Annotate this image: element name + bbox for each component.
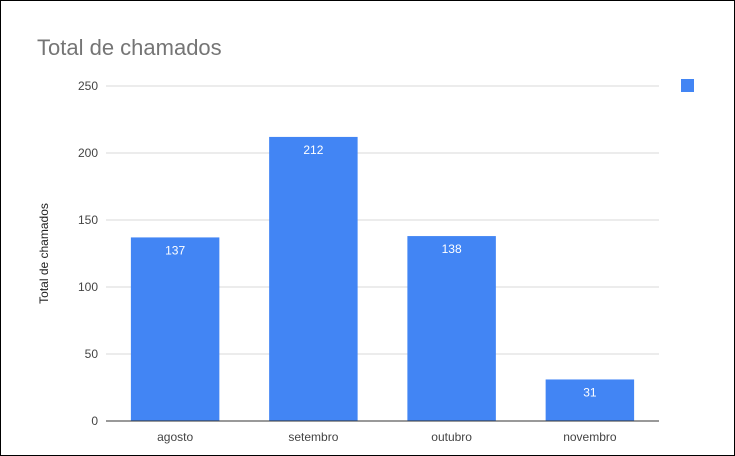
y-tick-label: 100 (78, 280, 98, 294)
x-tick-label: setembro (288, 430, 338, 444)
bars: 137 212 138 31 (130, 136, 635, 422)
bar-value-label: 137 (165, 243, 185, 257)
y-tick-label: 50 (85, 347, 99, 361)
bar-outubro (407, 236, 496, 421)
y-tick-label: 200 (78, 146, 98, 160)
x-axis-ticks: agosto setembro outubro novembro (157, 430, 617, 444)
bar-value-label: 138 (442, 242, 462, 256)
bar-value-label: 31 (583, 385, 597, 399)
bar-agosto (130, 237, 220, 421)
x-tick-label: novembro (563, 430, 617, 444)
chart-title: Total de chamados (37, 35, 222, 60)
y-tick-label: 250 (78, 79, 98, 93)
y-axis-title: Total de chamados (37, 203, 51, 304)
y-axis-ticks: 0 50 100 150 200 250 (78, 79, 98, 428)
bar-novembro (545, 379, 635, 421)
y-tick-label: 150 (78, 213, 98, 227)
legend-swatch (681, 79, 694, 92)
bar-value-label: 212 (303, 143, 323, 157)
bar-setembro (269, 136, 358, 422)
x-tick-label: agosto (157, 430, 193, 444)
x-tick-label: outubro (431, 430, 472, 444)
y-tick-label: 0 (91, 414, 98, 428)
